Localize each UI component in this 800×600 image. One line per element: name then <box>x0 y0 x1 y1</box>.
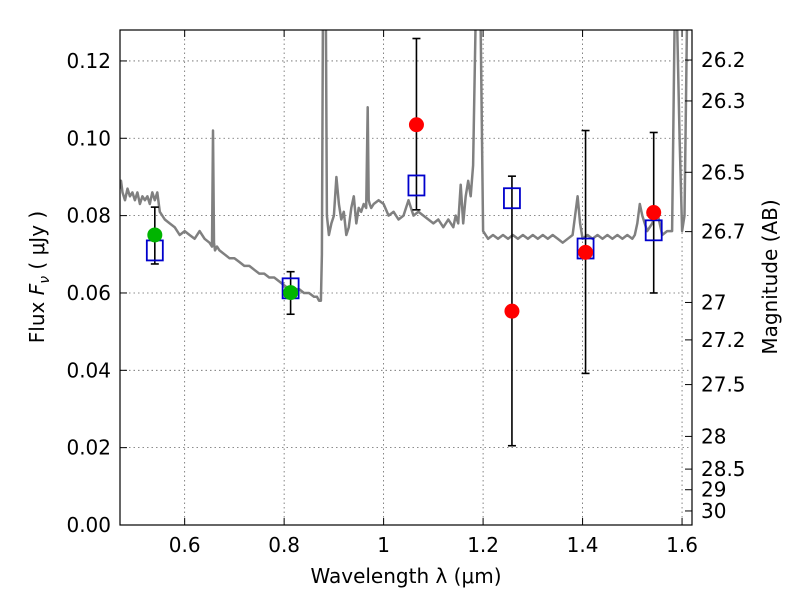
x-axis-ticks: 0.6 0.8 1 1.2 1.4 1.6 <box>169 30 698 557</box>
y-right-tick-label: 28 <box>701 424 726 448</box>
y-tick-label: 0.04 <box>66 358 111 382</box>
x-tick-label: 1 <box>377 533 390 557</box>
y-tick-label: 0.06 <box>66 281 111 305</box>
model-photometry-square-3 <box>503 187 521 210</box>
y-right-tick-label: 26.2 <box>701 48 746 72</box>
y-tick-label: 0.12 <box>66 49 111 73</box>
x-tick-label: 1.2 <box>467 533 499 557</box>
y-right-tick-label: 29 <box>701 478 726 502</box>
model-spectrum-line <box>120 30 689 302</box>
y-tick-label: 0.10 <box>66 126 111 150</box>
observed-point-1 <box>283 285 299 301</box>
observed-point-3 <box>504 303 520 319</box>
plot-background <box>120 30 692 525</box>
y-right-tick-label: 26.5 <box>701 160 746 184</box>
y-right-tick-label: 27 <box>701 290 726 314</box>
x-tick-label: 0.8 <box>268 533 300 557</box>
y-right-tick-label: 28.5 <box>701 457 746 481</box>
x-tick-label: 0.6 <box>169 533 201 557</box>
x-axis-title: Wavelength λ (μm) <box>310 564 501 588</box>
y-axis-left-title-suffix: ( μJy ) <box>25 211 49 276</box>
y-right-tick-label: 26.7 <box>701 220 746 244</box>
y-right-tick-label: 30 <box>701 499 726 523</box>
model-spectrum-layer <box>120 30 689 302</box>
observed-point-4 <box>578 244 594 260</box>
y-right-tick-label: 27.5 <box>701 373 746 397</box>
model-photometry-square-5 <box>644 219 663 242</box>
y-tick-label: 0.08 <box>66 204 111 228</box>
observed-point-2 <box>408 117 424 133</box>
x-tick-label: 1.6 <box>666 533 698 557</box>
y-right-tick-label: 27.2 <box>701 328 746 352</box>
y-axis-left-ticks: 0.00 0.02 0.04 0.06 0.08 0.10 0.12 <box>66 49 127 537</box>
observed-point-0 <box>147 227 163 243</box>
y-tick-label: 0.02 <box>66 436 111 460</box>
y-axis-right-title: Magnitude (AB) <box>758 199 782 354</box>
y-axis-left-title-symbol: F <box>25 283 49 295</box>
y-axis-left-title-prefix: Flux <box>25 295 49 343</box>
y-axis-left-title: Flux Fν ( μJy ) <box>25 211 53 343</box>
y-right-tick-label: 26.3 <box>701 89 746 113</box>
y-tick-label: 0.00 <box>66 513 111 537</box>
data-marks <box>145 37 663 447</box>
x-tick-label: 1.4 <box>567 533 599 557</box>
y-axis-left-title-subscript: ν <box>37 276 53 284</box>
observed-point-5 <box>646 205 662 221</box>
plot-frame <box>119 29 693 526</box>
model-photometry-square-2 <box>407 174 426 197</box>
